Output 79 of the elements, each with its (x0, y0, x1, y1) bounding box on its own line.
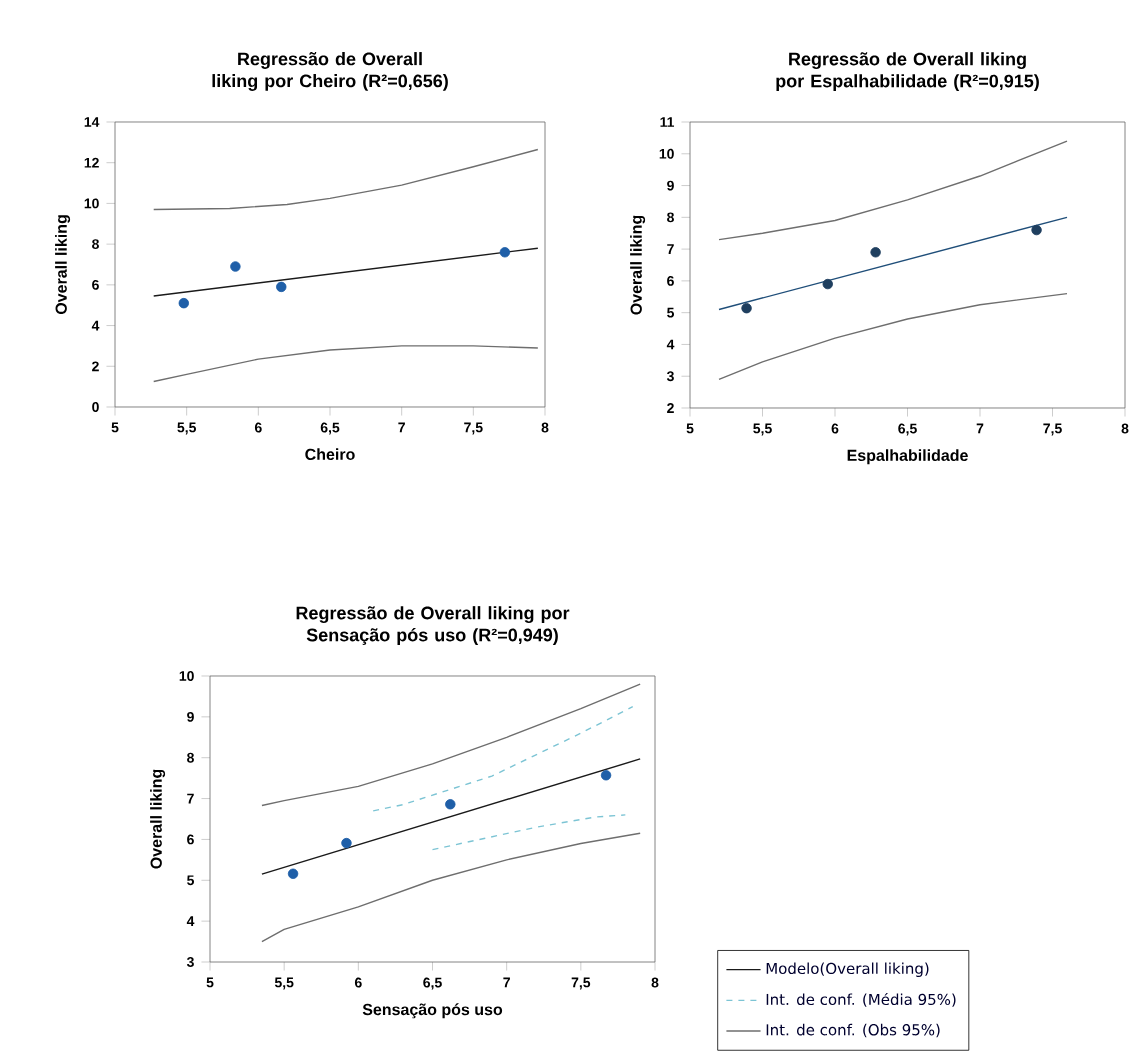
x-tick-label: 6,5 (320, 422, 340, 435)
x-tick-label: 7 (976, 423, 984, 434)
legend-label: Int. de conf. (Média 95%) (766, 992, 956, 1007)
y-tick-label: 6 (187, 834, 194, 845)
y-tick-label: 4 (91, 320, 100, 331)
x-tick-label: 7 (503, 977, 510, 988)
x-tick-label: 6 (831, 423, 839, 434)
line-series (718, 140, 1068, 241)
point (600, 770, 612, 781)
y-tick-label: 5 (187, 875, 195, 886)
y-tick-label: 10 (659, 148, 674, 159)
y-tick-label: 0 (92, 402, 99, 412)
y-tick-label: 9 (187, 711, 194, 722)
point (230, 261, 241, 272)
x-tick-label: 7,5 (464, 422, 483, 435)
y-tick-label: 4 (666, 339, 675, 350)
point (499, 247, 511, 258)
y-axis-title: Overall liking (55, 215, 71, 315)
line-series (261, 832, 641, 943)
line-series (431, 814, 627, 851)
y-tick-label: 9 (667, 180, 674, 191)
y-axis-title: Overall liking (150, 769, 166, 869)
point (1031, 224, 1042, 236)
point (741, 303, 752, 314)
chart-title: Regressão de Overall liking por Sensação pós uso (R²=0,949) (296, 606, 570, 645)
y-tick-label: 8 (92, 239, 99, 250)
x-tick-label: 5 (206, 977, 214, 988)
y-tick-label: 14 (84, 117, 100, 127)
x-axis-title: Cheiro (305, 448, 355, 461)
legend-label: Modelo(Overall liking) (766, 962, 929, 977)
legend-label: Int. de conf. (Obs 95%) (766, 1023, 940, 1038)
line-series (261, 683, 641, 807)
x-tick-label: 5,5 (753, 423, 772, 436)
y-tick-label: 8 (187, 752, 194, 763)
line-series (718, 292, 1068, 381)
x-tick-label: 8 (541, 422, 549, 433)
line-series (372, 705, 634, 812)
y-tick-label: 6 (667, 275, 674, 286)
y-tick-label: 3 (186, 957, 194, 967)
x-tick-label: 8 (1121, 423, 1129, 434)
x-tick-label: 7 (398, 422, 405, 433)
line-series (153, 148, 539, 211)
x-tick-label: 6,5 (898, 423, 917, 436)
y-tick-label: 12 (84, 157, 99, 168)
x-tick-label: 6,5 (423, 977, 442, 990)
y-tick-label: 10 (179, 671, 194, 681)
chart-title: Regressão de Overall liking por Espalhabilidade (R²=0,915) (776, 52, 1039, 91)
y-tick-label: 7 (667, 244, 674, 254)
x-tick-label: 8 (651, 977, 659, 988)
x-tick-label: 7,5 (571, 977, 591, 990)
x-tick-label: 5 (686, 423, 694, 434)
y-tick-label: 10 (84, 198, 99, 209)
x-axis-title: Espalhabilidade (847, 449, 968, 465)
x-tick-label: 7,5 (1043, 423, 1062, 436)
point (341, 837, 352, 849)
y-tick-label: 4 (186, 916, 195, 926)
y-tick-label: 7 (187, 793, 194, 804)
y-tick-label: 6 (92, 279, 99, 290)
x-tick-label: 5,5 (274, 977, 294, 990)
y-tick-label: 2 (92, 361, 99, 372)
point (287, 868, 299, 879)
x-axis-title: Sensação pós uso (362, 1003, 503, 1019)
x-tick-label: 5,5 (177, 422, 197, 435)
y-tick-label: 8 (667, 212, 674, 223)
point (822, 278, 833, 290)
y-tick-label: 5 (667, 307, 675, 318)
point (870, 247, 881, 258)
x-tick-label: 5 (111, 422, 119, 433)
x-tick-label: 6 (254, 422, 262, 433)
point (178, 297, 190, 309)
y-tick-label: 3 (666, 371, 674, 382)
point (445, 799, 456, 810)
chart-title: Regressão de Overall liking por Cheiro (R²=0,656) (212, 52, 448, 91)
y-axis-title: Overall liking (630, 215, 646, 315)
x-tick-label: 6 (354, 977, 362, 988)
y-tick-label: 2 (667, 403, 674, 413)
line-series (153, 345, 539, 383)
y-tick-label: 11 (660, 117, 675, 127)
point (276, 281, 287, 293)
